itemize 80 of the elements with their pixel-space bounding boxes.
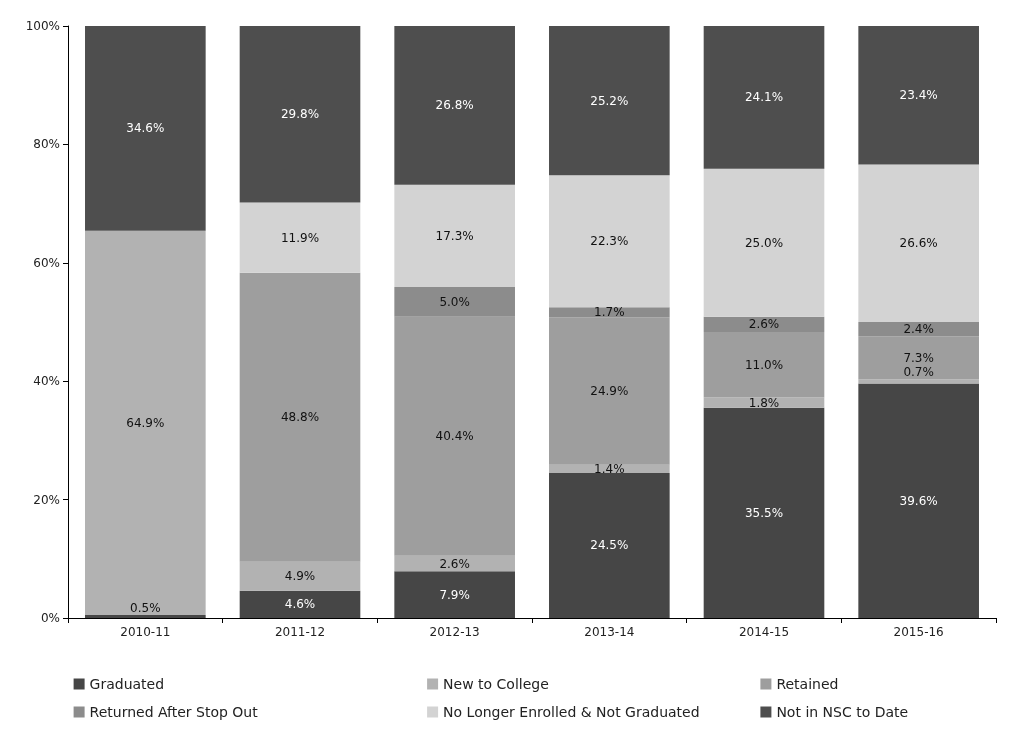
legend-label: Not in NSC to Date bbox=[776, 704, 909, 720]
bar bbox=[703, 168, 825, 317]
bar bbox=[549, 26, 670, 176]
bar bbox=[394, 184, 515, 288]
y-tick-label: 60% bbox=[33, 255, 60, 270]
legend-label: Retained bbox=[776, 676, 839, 692]
bar bbox=[239, 590, 361, 618]
bar bbox=[239, 561, 361, 591]
bar bbox=[394, 26, 515, 185]
x-tick-label: 2010-11 bbox=[120, 625, 171, 639]
bar bbox=[858, 164, 979, 322]
data-label: 22.3% bbox=[590, 234, 629, 249]
x-tick-label: 2014-15 bbox=[738, 625, 790, 639]
bar bbox=[85, 615, 206, 618]
bar bbox=[549, 317, 670, 465]
y-tick-label: 100% bbox=[25, 19, 60, 33]
x-tick-label: 2011-12 bbox=[274, 625, 326, 639]
data-label: 25.2% bbox=[590, 93, 629, 108]
x-tick-label: 2012-13 bbox=[429, 625, 480, 639]
data-label: 34.6% bbox=[126, 121, 165, 136]
data-label: 2.4% bbox=[903, 322, 934, 337]
bar bbox=[858, 336, 979, 380]
data-label: 0.5% bbox=[130, 601, 161, 616]
data-label: 7.9% bbox=[439, 587, 470, 602]
data-label: 29.8% bbox=[280, 107, 320, 122]
bar bbox=[549, 472, 670, 618]
bar bbox=[394, 287, 515, 317]
bar bbox=[858, 322, 979, 337]
data-label: 26.6% bbox=[899, 236, 938, 251]
bar bbox=[239, 26, 361, 203]
data-label: 24.1% bbox=[744, 90, 784, 105]
bar bbox=[703, 26, 825, 169]
data-label: 7.3% bbox=[903, 350, 934, 365]
y-tick-label: 40% bbox=[33, 374, 60, 389]
data-label: 1.7% bbox=[594, 305, 625, 320]
data-label: 35.5% bbox=[744, 505, 784, 520]
data-label: 0.7% bbox=[903, 365, 934, 380]
legend-label: New to College bbox=[443, 676, 549, 692]
data-label: 64.9% bbox=[126, 415, 165, 430]
data-label: 4.6% bbox=[284, 597, 316, 612]
data-label: 48.8% bbox=[280, 410, 320, 425]
data-label: 39.6% bbox=[899, 493, 938, 508]
data-label: 2.6% bbox=[439, 556, 470, 571]
y-tick-label: 0% bbox=[40, 611, 60, 625]
data-label: 25.0% bbox=[744, 235, 784, 250]
bar bbox=[549, 307, 670, 318]
bar bbox=[858, 383, 979, 618]
data-label: 11.0% bbox=[744, 357, 784, 372]
data-label: 5.0% bbox=[439, 294, 470, 309]
x-tick-label: 2013-14 bbox=[584, 625, 635, 639]
data-label: 17.3% bbox=[435, 228, 474, 243]
legend-label: Graduated bbox=[89, 676, 165, 692]
x-tick-label: 2015-16 bbox=[893, 625, 944, 639]
data-label: 2.6% bbox=[748, 317, 780, 332]
bar bbox=[858, 26, 979, 165]
y-tick-label: 20% bbox=[33, 492, 60, 507]
bar bbox=[703, 397, 825, 408]
data-label: 1.4% bbox=[594, 461, 625, 476]
bar bbox=[858, 379, 979, 384]
data-label: 1.8% bbox=[748, 395, 780, 410]
bar bbox=[85, 26, 206, 231]
data-label: 23.4% bbox=[899, 88, 938, 103]
bar bbox=[239, 202, 361, 273]
data-label: 24.9% bbox=[590, 383, 629, 398]
bar bbox=[394, 571, 515, 618]
bar bbox=[239, 272, 361, 562]
bar bbox=[85, 230, 206, 616]
data-label: 26.8% bbox=[435, 98, 474, 113]
bar bbox=[703, 332, 825, 398]
legend-label: Returned After Stop Out bbox=[89, 704, 259, 720]
bar bbox=[394, 316, 515, 556]
bar bbox=[703, 407, 825, 618]
legend-label: No Longer Enrolled & Not Graduated bbox=[443, 704, 700, 720]
data-label: 11.9% bbox=[280, 230, 320, 245]
data-label: 4.9% bbox=[284, 569, 316, 584]
bar bbox=[549, 175, 670, 308]
data-label: 24.5% bbox=[590, 538, 629, 553]
data-label: 40.4% bbox=[435, 429, 474, 444]
y-tick-label: 80% bbox=[33, 137, 60, 152]
bar bbox=[394, 555, 515, 572]
